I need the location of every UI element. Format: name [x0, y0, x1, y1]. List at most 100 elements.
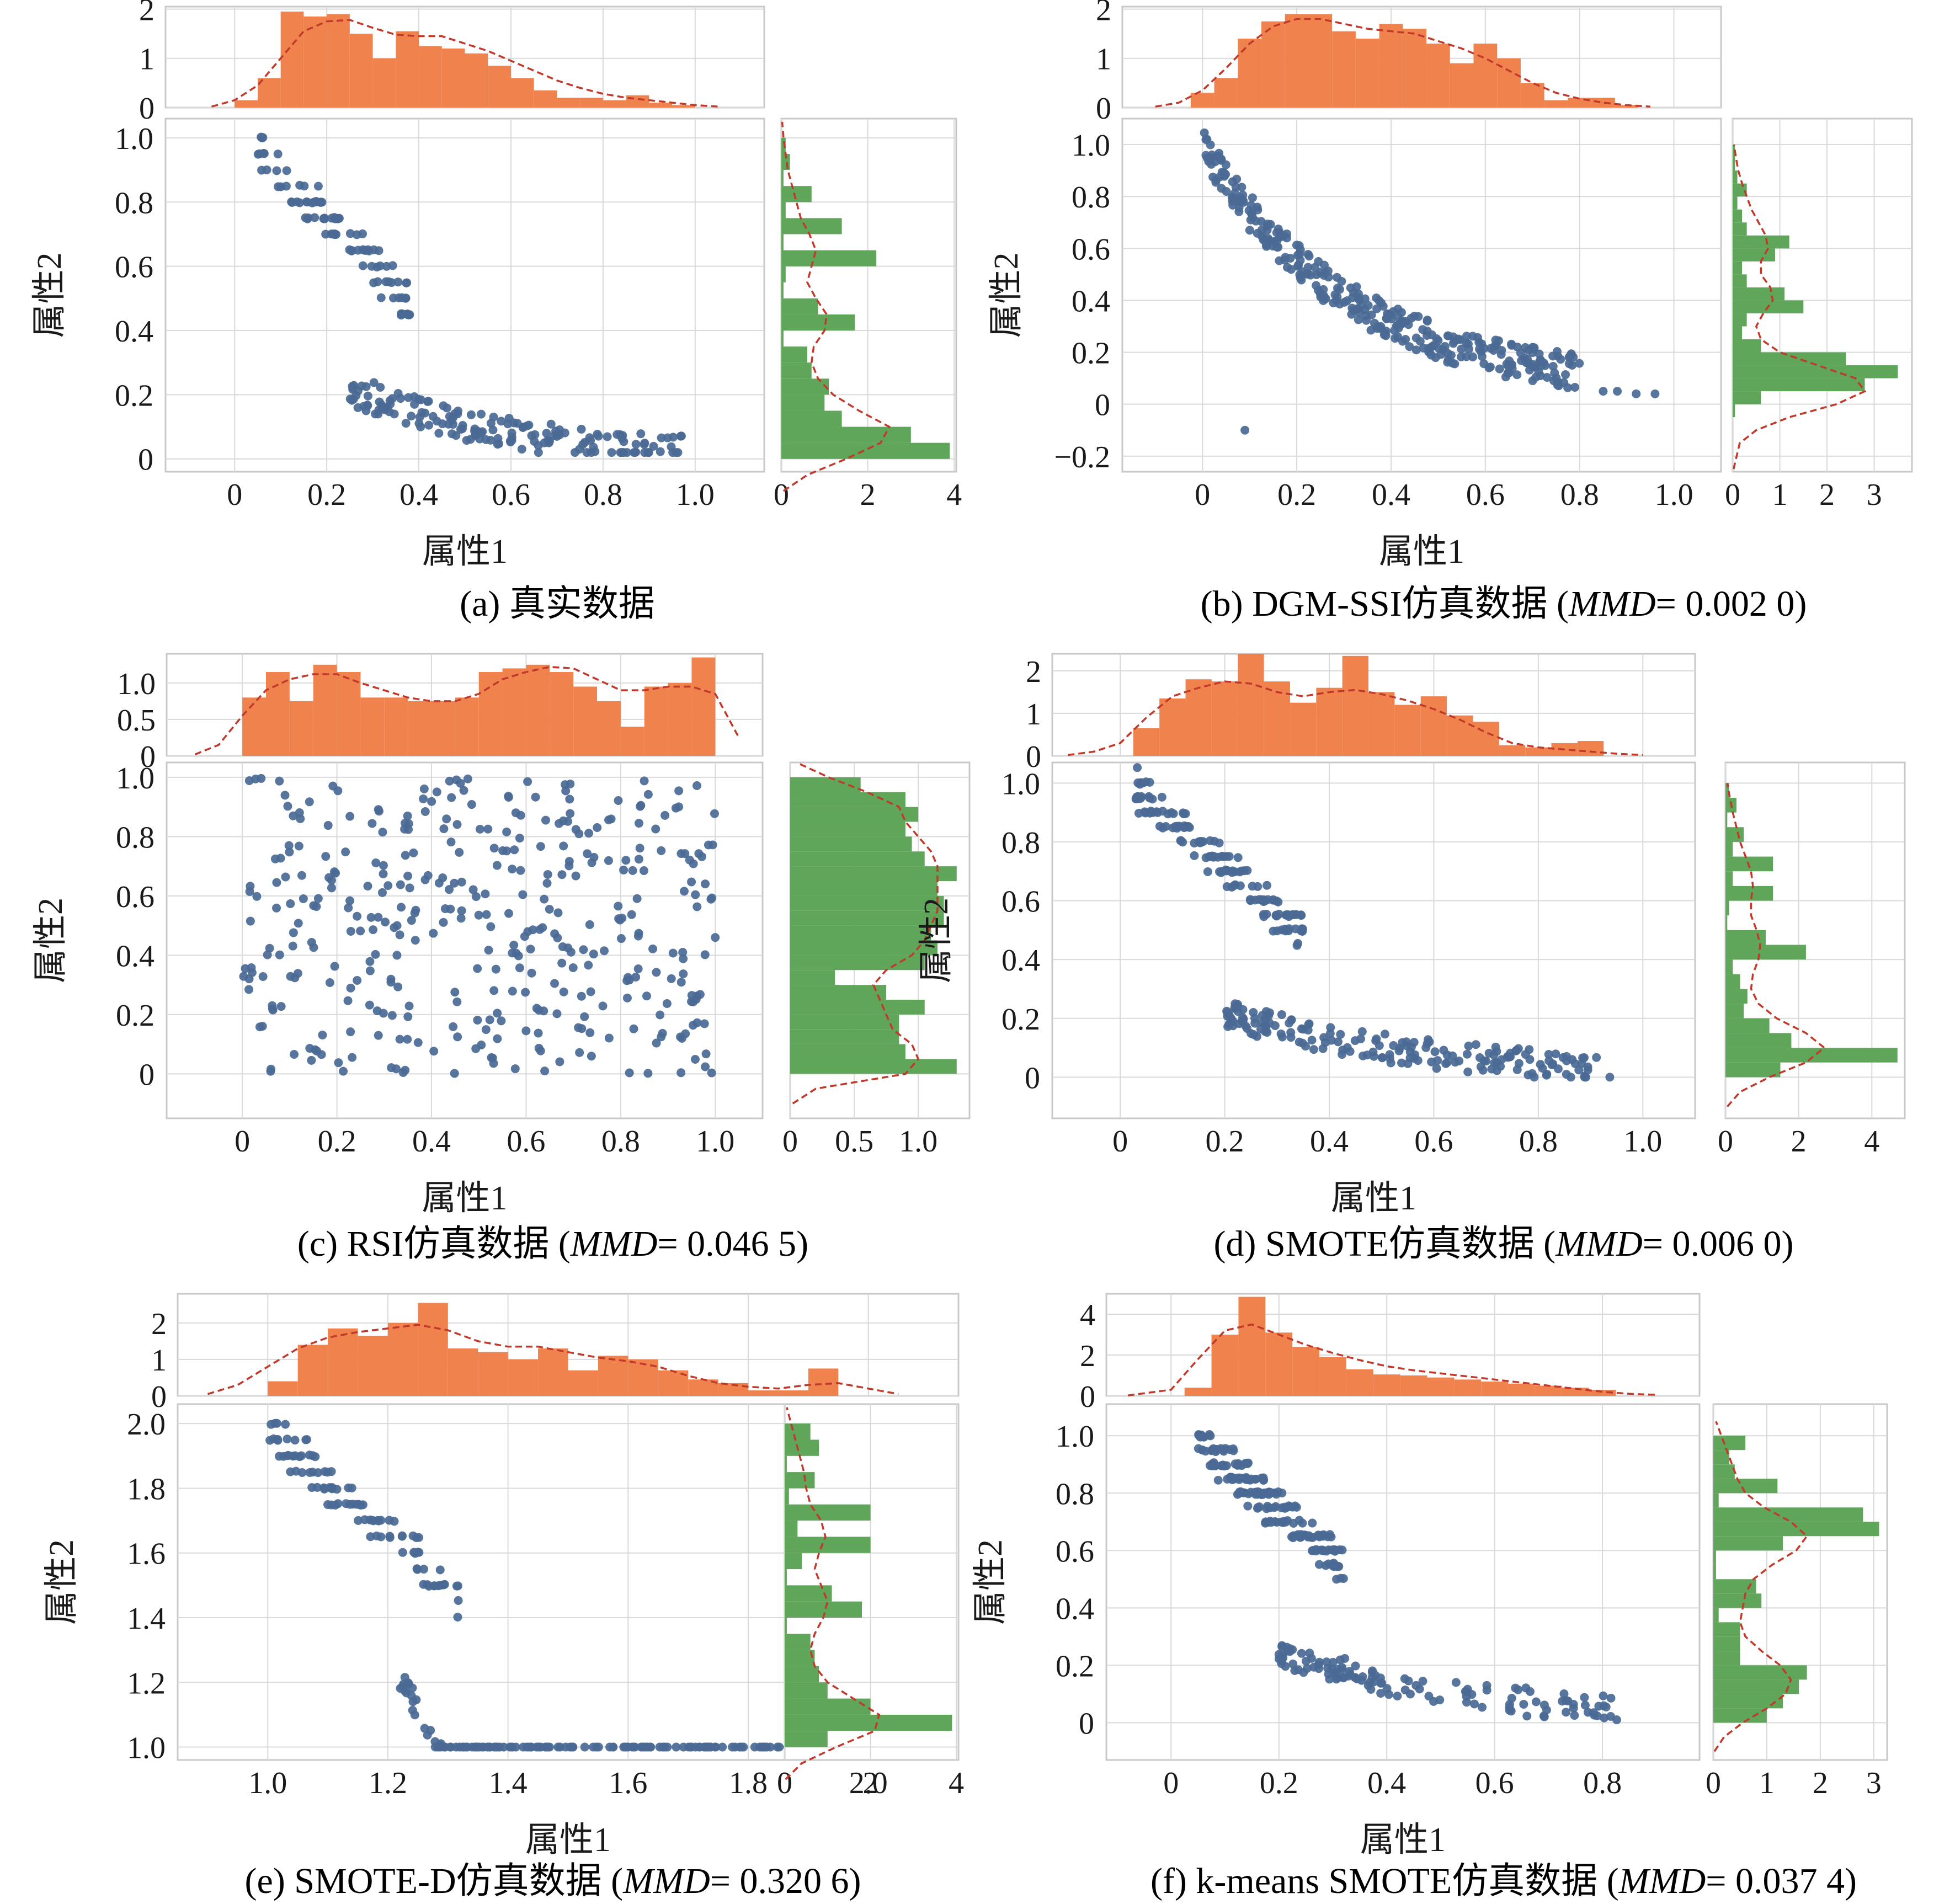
- scatter-point: [564, 857, 574, 866]
- histogram-bar: [1319, 1357, 1346, 1396]
- histogram-bar: [1713, 1608, 1719, 1623]
- scatter-point: [550, 979, 560, 988]
- histogram-bar: [488, 66, 511, 108]
- scatter-point: [609, 1742, 618, 1752]
- scatter-point: [625, 1068, 634, 1078]
- scatter-point: [1544, 1050, 1553, 1059]
- scatter-point: [1259, 1475, 1269, 1485]
- scatter-point: [1326, 1023, 1335, 1032]
- histogram-tick-label: 2: [860, 478, 876, 512]
- scatter-point: [773, 1742, 782, 1752]
- scatter-point: [509, 418, 519, 428]
- caption-prefix: (a) 真实数据: [460, 584, 655, 624]
- histogram-bar: [465, 53, 488, 108]
- histogram-bar: [649, 103, 673, 108]
- scatter-point: [1323, 1532, 1333, 1542]
- x-tick-label: 1.0: [248, 1766, 287, 1800]
- scatter-point: [658, 1028, 667, 1038]
- scatter-point: [333, 1499, 343, 1508]
- y-tick-label: 0.8: [1056, 1477, 1094, 1511]
- scatter-point: [323, 1500, 333, 1510]
- scatter-point: [481, 889, 490, 899]
- scatter-point: [1270, 1503, 1279, 1512]
- histogram-bar: [297, 1345, 328, 1396]
- scatter-point: [1196, 837, 1206, 846]
- scatter-point: [352, 230, 361, 239]
- histogram-bar: [790, 940, 937, 956]
- scatter-point: [1382, 314, 1391, 323]
- histogram-bar: [1211, 681, 1238, 756]
- scatter-point: [700, 1019, 709, 1028]
- x-tick-label: 0.4: [412, 1124, 451, 1159]
- histogram-bar: [1159, 698, 1186, 756]
- histogram-bar: [1733, 261, 1743, 275]
- scatter-point: [1204, 157, 1213, 166]
- scatter-point: [446, 838, 456, 847]
- plot-frame: [166, 761, 764, 1119]
- scatter-point: [266, 1066, 275, 1076]
- scatter-point: [458, 421, 467, 430]
- scatter-point: [1333, 1037, 1343, 1047]
- y-tick-label: 0.6: [1056, 1534, 1094, 1569]
- scatter-point: [1548, 351, 1558, 361]
- y-tick-label: 0: [1025, 1061, 1040, 1095]
- scatter-point: [759, 1742, 769, 1752]
- scatter-point: [1549, 376, 1558, 386]
- scatter-point: [252, 892, 262, 901]
- x-tick-label: 0: [235, 1124, 250, 1159]
- scatter-point: [462, 436, 471, 445]
- scatter-point: [287, 197, 296, 206]
- scatter-point: [1338, 1665, 1347, 1674]
- y-tick-label: 1.2: [127, 1666, 166, 1700]
- scatter-point: [275, 776, 284, 786]
- scatter-point: [1522, 1711, 1532, 1721]
- y-tick-label: 0.4: [115, 314, 153, 349]
- histogram-bar: [781, 186, 812, 202]
- scatter-point: [410, 908, 419, 918]
- scatter-point: [656, 447, 665, 456]
- scatter-point: [390, 923, 399, 932]
- scatter-point: [1424, 1692, 1434, 1701]
- scatter-point: [371, 950, 380, 959]
- scatter-point: [1217, 155, 1226, 164]
- histogram-bar: [790, 836, 912, 852]
- scatter-point: [403, 811, 412, 820]
- y-axis-label: 属性2: [918, 898, 955, 983]
- histogram-tick-label: 0: [140, 740, 156, 774]
- histogram-bar: [1725, 1048, 1898, 1063]
- scatter-point: [385, 1533, 395, 1542]
- scatter-point: [1288, 1645, 1297, 1654]
- scatter-point: [1246, 215, 1255, 225]
- histogram-bar: [1450, 63, 1474, 108]
- scatter-point: [445, 776, 454, 786]
- scatter-point: [357, 381, 366, 391]
- scatter-point: [273, 150, 283, 159]
- scatter-point: [1517, 356, 1526, 365]
- scatter-point: [1312, 270, 1321, 279]
- scatter-point: [506, 438, 515, 447]
- histogram-bar: [1316, 687, 1343, 756]
- scatter-point: [374, 1031, 383, 1040]
- histogram-bar: [1544, 100, 1568, 108]
- histogram-bar: [790, 925, 931, 941]
- scatter-point: [550, 431, 560, 440]
- scatter-point: [634, 855, 643, 864]
- histogram-bar: [1713, 1550, 1716, 1565]
- histogram-bar: [1403, 29, 1427, 108]
- histogram-tick-label: 1: [1096, 42, 1111, 77]
- scatter-point: [491, 964, 500, 974]
- scatter-point: [622, 976, 632, 985]
- y-tick-label: 0: [138, 443, 153, 477]
- scatter-point: [640, 448, 649, 457]
- histogram-bar: [1473, 43, 1498, 108]
- kde-curve: [1726, 783, 1826, 1107]
- histogram-y-f: 0 1 2 3: [1706, 1403, 1888, 1800]
- scatter-point: [290, 1451, 300, 1460]
- scatter-point: [1277, 1650, 1287, 1660]
- scatter-point: [1484, 1048, 1494, 1058]
- scatter-point: [1277, 1642, 1287, 1651]
- scatter-point: [640, 439, 649, 448]
- scatter-point: [1277, 1032, 1287, 1042]
- scatter-point: [1432, 334, 1441, 343]
- scatter-point: [1525, 365, 1535, 375]
